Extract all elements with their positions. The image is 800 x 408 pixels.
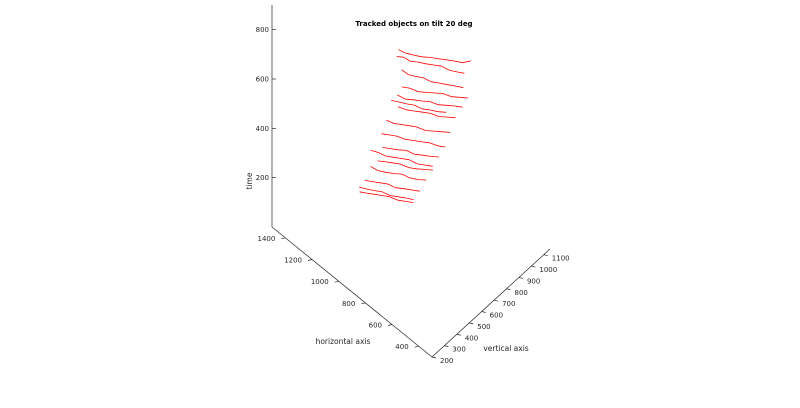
y-tick-mark — [494, 299, 499, 302]
x-axis-label: horizontal axis — [316, 337, 371, 346]
trajectory-line — [370, 149, 433, 167]
x-tick-label: 800 — [342, 300, 355, 308]
z-axis-label: time — [245, 172, 254, 189]
y-tick-label: 500 — [477, 323, 490, 331]
trajectory-line — [370, 165, 427, 181]
axes-group: 4006008001000120014002003004005006007008… — [256, 5, 570, 365]
y-tick-mark — [481, 311, 486, 313]
x-tick-mark — [361, 302, 366, 305]
x-tick-label: 1400 — [258, 235, 276, 243]
trajectory-line — [386, 119, 451, 133]
trajectory-line — [401, 69, 464, 89]
y-tick-mark — [518, 277, 524, 279]
y-tick-label: 700 — [502, 300, 515, 308]
x-tick-mark — [387, 324, 393, 326]
x-axis-line — [271, 226, 433, 358]
trajectory-line — [381, 133, 446, 148]
x-tick-mark — [334, 280, 339, 283]
x-tick-mark — [414, 345, 419, 348]
z-tick-label: 800 — [256, 26, 269, 34]
chart-title: Tracked objects on tilt 20 deg — [355, 20, 472, 28]
y-tick-label: 400 — [465, 334, 478, 342]
z-tick-label: 400 — [256, 125, 269, 133]
x-tick-label: 1200 — [284, 257, 302, 265]
series-layer — [359, 49, 471, 203]
trajectory-line — [359, 186, 414, 200]
y-tick-mark — [543, 254, 548, 257]
y-tick-mark — [469, 322, 474, 325]
x-tick-label: 600 — [369, 322, 382, 330]
y-tick-mark — [531, 265, 536, 268]
trajectory-line — [377, 160, 434, 171]
trajectory-line — [364, 180, 420, 192]
y-tick-label: 900 — [527, 277, 540, 285]
y-tick-label: 800 — [515, 289, 528, 297]
trajectory-line — [397, 94, 463, 108]
y-tick-label: 1000 — [539, 266, 557, 274]
trajectory-line — [382, 147, 439, 158]
trajectory-line — [359, 191, 414, 203]
trajectory-line — [396, 56, 465, 74]
y-tick-mark — [444, 345, 449, 347]
trajectory-line — [398, 49, 471, 64]
y-tick-mark — [506, 288, 511, 291]
trajectory-line — [391, 100, 447, 113]
trajectory-line — [397, 106, 456, 119]
z-tick-label: 200 — [256, 174, 269, 182]
y-tick-label: 300 — [452, 346, 465, 354]
y-axis-line — [431, 248, 551, 358]
y-tick-label: 600 — [490, 312, 503, 320]
y-tick-mark — [456, 333, 461, 336]
y-tick-label: 1100 — [552, 255, 570, 263]
x-tick-label: 400 — [395, 343, 408, 351]
trajectory-line — [401, 86, 469, 99]
y-tick-label: 200 — [440, 357, 453, 365]
x-tick-mark — [281, 237, 286, 240]
y-tick-mark — [431, 356, 437, 359]
y-axis-label: vertical axis — [483, 344, 528, 353]
x-tick-label: 1000 — [311, 278, 329, 286]
x-tick-mark — [307, 259, 313, 261]
z-tick-label: 600 — [256, 76, 269, 84]
